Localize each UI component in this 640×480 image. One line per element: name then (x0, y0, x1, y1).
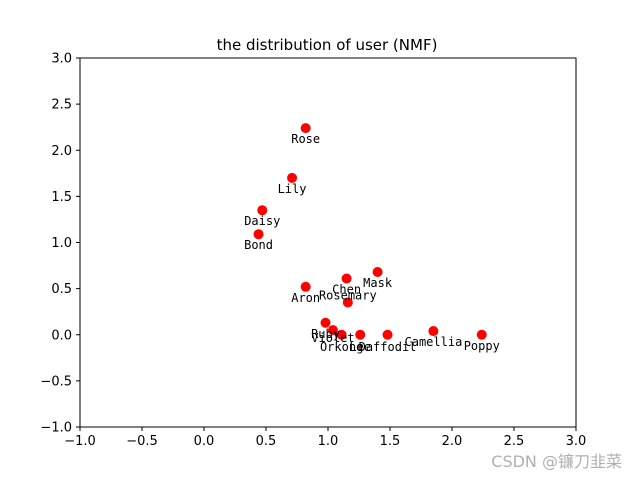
watermark: CSDN @镰刀韭菜 (491, 452, 622, 471)
point-label-lee: Lee (349, 340, 371, 354)
point-label-rose: Rose (291, 132, 320, 146)
data-point-rose (300, 123, 311, 134)
y-tick-label: 0.0 (51, 328, 72, 343)
point-label-poppy: Poppy (464, 339, 500, 353)
point-label-violet: Violet (311, 331, 354, 345)
data-point-violet (327, 325, 338, 336)
data-point-orkong (336, 329, 347, 340)
point-label-orkong: Orkong (320, 340, 363, 354)
point-label-rosemary: Rosemary (319, 288, 377, 302)
data-point-mask (372, 267, 383, 278)
data-point-ruby (320, 317, 331, 328)
data-point-daisy (257, 205, 268, 216)
point-label-bond: Bond (244, 238, 273, 252)
data-point-daffodil (382, 329, 393, 340)
x-tick-label: 1.0 (318, 434, 339, 449)
point-label-camellia: Camellia (405, 335, 463, 349)
data-points (253, 123, 487, 340)
x-tick-label: 1.5 (380, 434, 401, 449)
x-tick-label: 2.0 (442, 434, 463, 449)
chart-title: the distribution of user (NMF) (217, 36, 438, 54)
data-point-aron (300, 281, 311, 292)
point-label-daffodil: Daffodil (359, 340, 417, 354)
point-label-chen: Chen (332, 282, 361, 296)
data-point-chen (341, 273, 352, 284)
y-tick-label: 2.0 (51, 144, 72, 159)
x-tick-label: 3.0 (566, 434, 587, 449)
plot-area-frame (79, 57, 577, 428)
y-tick-label: 1.0 (51, 236, 72, 251)
data-point-lee (355, 329, 366, 340)
data-point-poppy (476, 329, 487, 340)
x-tick-label: 0.5 (256, 434, 277, 449)
y-tick-label: −1.0 (40, 421, 72, 436)
data-point-lily (287, 172, 298, 183)
point-label-daisy: Daisy (244, 214, 280, 228)
x-tick-label: −1.0 (64, 434, 96, 449)
y-tick-label: −0.5 (40, 374, 72, 389)
y-axis: −1.0 −0.5 0.0 0.5 1.0 1.5 2.0 2.5 3.0 (40, 52, 80, 436)
point-label-mask: Mask (363, 276, 393, 290)
point-label-lily: Lily (278, 182, 307, 196)
y-tick-label: 1.5 (51, 190, 72, 205)
point-label-ruby: Ruby (311, 327, 340, 341)
x-tick-label: 2.5 (504, 434, 525, 449)
y-tick-label: 3.0 (51, 52, 72, 67)
data-point-camellia (428, 326, 439, 337)
x-axis: −1.0 −0.5 0.0 0.5 1.0 1.5 2.0 2.5 3.0 (64, 427, 586, 449)
data-point-rosemary (342, 297, 353, 308)
x-tick-label: −0.5 (126, 434, 158, 449)
data-point-bond (253, 229, 264, 240)
point-label-aron: Aron (291, 291, 320, 305)
y-tick-label: 0.5 (51, 282, 72, 297)
y-tick-label: 2.5 (51, 98, 72, 113)
x-tick-label: 0.0 (194, 434, 215, 449)
